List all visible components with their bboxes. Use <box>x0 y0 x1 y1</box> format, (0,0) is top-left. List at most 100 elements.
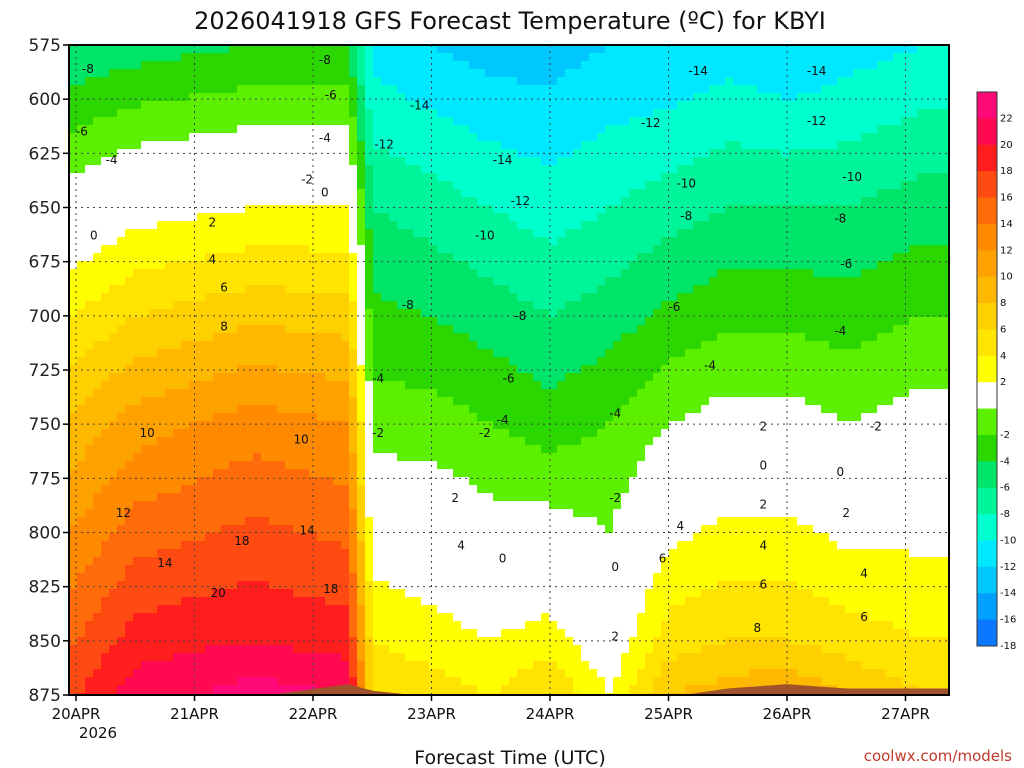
temperature-cell <box>437 245 446 254</box>
temperature-cell <box>645 85 654 94</box>
temperature-cell <box>325 45 334 54</box>
temperature-cell <box>909 165 918 174</box>
temperature-cell <box>157 309 166 318</box>
temperature-cell <box>357 189 366 198</box>
temperature-cell <box>557 357 566 366</box>
temperature-cell <box>421 165 430 174</box>
temperature-cell <box>717 365 726 374</box>
temperature-cell <box>261 189 270 198</box>
temperature-cell <box>773 349 782 358</box>
temperature-cell <box>733 101 742 110</box>
temperature-cell <box>509 85 518 94</box>
temperature-cell <box>205 93 214 102</box>
temperature-cell <box>197 173 206 182</box>
temperature-cell <box>189 45 198 54</box>
temperature-cell <box>149 285 158 294</box>
temperature-cell <box>837 293 846 302</box>
temperature-cell <box>317 69 326 78</box>
temperature-cell <box>213 205 222 214</box>
temperature-cell <box>485 69 494 78</box>
temperature-cell <box>805 301 814 310</box>
temperature-cell <box>133 293 142 302</box>
temperature-cell <box>277 381 286 390</box>
temperature-cell <box>493 141 502 150</box>
temperature-cell <box>381 261 390 270</box>
temperature-cell <box>621 397 630 406</box>
temperature-cell <box>757 309 766 318</box>
temperature-cell <box>933 109 942 118</box>
temperature-cell <box>917 61 926 70</box>
temperature-cell <box>829 341 838 350</box>
temperature-cell <box>117 397 126 406</box>
temperature-cell <box>909 141 918 150</box>
temperature-cell <box>461 117 470 126</box>
temperature-cell <box>909 269 918 278</box>
temperature-cell <box>205 285 214 294</box>
temperature-cell <box>461 253 470 262</box>
temperature-cell <box>469 189 478 198</box>
temperature-cell <box>165 381 174 390</box>
temperature-cell <box>429 53 438 62</box>
temperature-cell <box>141 61 150 70</box>
temperature-cell <box>765 221 774 230</box>
temperature-cell <box>821 189 830 198</box>
temperature-cell <box>405 141 414 150</box>
temperature-cell <box>885 253 894 262</box>
temperature-cell <box>157 349 166 358</box>
temperature-cell <box>525 341 534 350</box>
temperature-cell <box>165 349 174 358</box>
temperature-cell <box>373 277 382 286</box>
temperature-cell <box>733 157 742 166</box>
temperature-cell <box>573 109 582 118</box>
temperature-cell <box>389 213 398 222</box>
temperature-cell <box>453 341 462 350</box>
temperature-cell <box>109 253 118 262</box>
temperature-cell <box>381 333 390 342</box>
temperature-cell <box>645 165 654 174</box>
temperature-cell <box>141 45 150 54</box>
temperature-cell <box>725 269 734 278</box>
temperature-cell <box>781 381 790 390</box>
temperature-cell <box>253 341 262 350</box>
temperature-cell <box>333 173 342 182</box>
temperature-cell <box>661 213 670 222</box>
temperature-cell <box>853 189 862 198</box>
temperature-cell <box>733 365 742 374</box>
temperature-cell <box>613 341 622 350</box>
temperature-cell <box>261 85 270 94</box>
temperature-cell <box>333 45 342 54</box>
temperature-cell <box>157 325 166 334</box>
temperature-cell <box>933 93 942 102</box>
temperature-cell <box>109 133 118 142</box>
temperature-cell <box>877 117 886 126</box>
temperature-cell <box>437 221 446 230</box>
temperature-cell <box>853 389 862 398</box>
temperature-cell <box>909 213 918 222</box>
temperature-cell <box>205 301 214 310</box>
temperature-cell <box>709 45 718 54</box>
temperature-cell <box>861 53 870 62</box>
temperature-cell <box>621 221 630 230</box>
temperature-cell <box>725 205 734 214</box>
temperature-cell <box>109 109 118 118</box>
temperature-cell <box>373 229 382 238</box>
temperature-cell <box>469 285 478 294</box>
temperature-cell <box>253 269 262 278</box>
temperature-cell <box>189 357 198 366</box>
temperature-cell <box>229 213 238 222</box>
temperature-cell <box>237 349 246 358</box>
temperature-cell <box>373 109 382 118</box>
temperature-cell <box>261 309 270 318</box>
temperature-cell <box>333 277 342 286</box>
temperature-cell <box>405 277 414 286</box>
temperature-cell <box>685 277 694 286</box>
temperature-cell <box>533 349 542 358</box>
temperature-cell <box>581 109 590 118</box>
temperature-cell <box>469 397 478 406</box>
temperature-cell <box>349 381 358 390</box>
temperature-cell <box>893 301 902 310</box>
temperature-cell <box>493 397 502 406</box>
temperature-cell <box>893 45 902 54</box>
temperature-cell <box>829 165 838 174</box>
temperature-cell <box>589 293 598 302</box>
